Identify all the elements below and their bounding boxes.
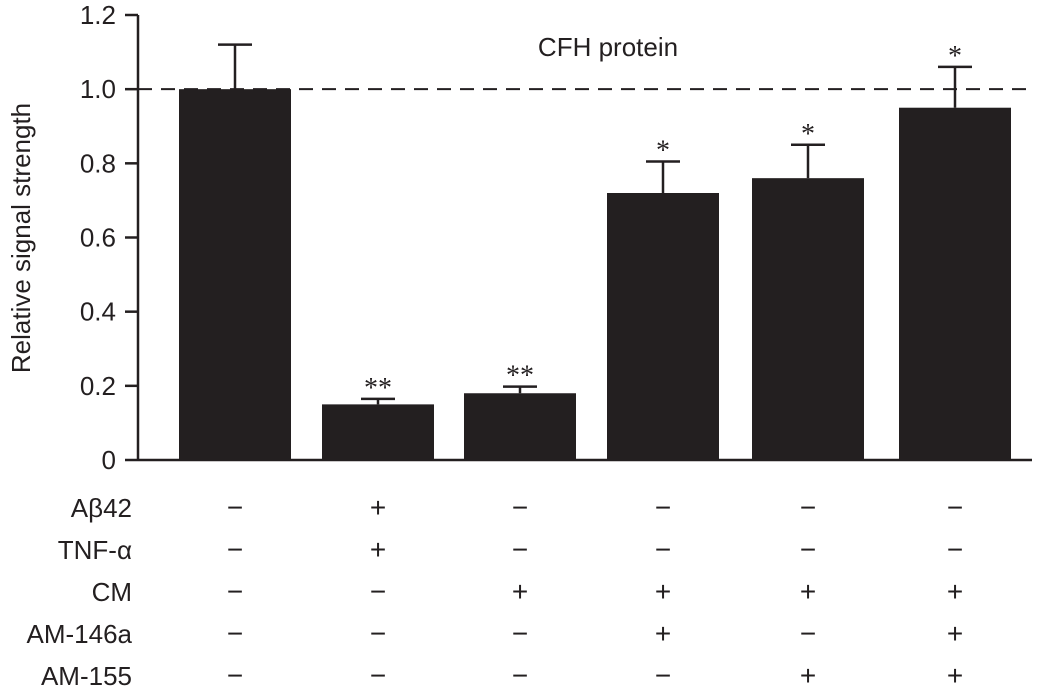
condition-mark: −	[512, 618, 528, 649]
y-tick-label: 0.4	[80, 297, 116, 327]
significance-label-4: *	[656, 135, 670, 166]
bar-3	[464, 393, 576, 460]
condition-mark: −	[947, 492, 963, 523]
bar-2	[322, 404, 434, 460]
condition-mark: −	[512, 492, 528, 523]
condition-name: CM	[92, 577, 132, 607]
condition-mark: −	[655, 534, 671, 565]
y-tick-label: 0	[102, 445, 116, 475]
significance-annotations: ** *****	[364, 41, 962, 404]
condition-mark: +	[800, 576, 816, 607]
condition-mark: −	[655, 660, 671, 691]
condition-mark: −	[512, 534, 528, 565]
y-tick-label: 1.0	[80, 74, 116, 104]
significance-label-3: **	[506, 361, 534, 392]
y-tick-label: 0.2	[80, 371, 116, 401]
bar-1	[179, 89, 291, 461]
condition-mark: +	[512, 576, 528, 607]
condition-mark: −	[227, 576, 243, 607]
bar-6	[899, 107, 1011, 460]
y-axis-title: Relative signal strength	[6, 103, 36, 373]
condition-mark: −	[370, 660, 386, 691]
significance-label-6: *	[948, 41, 962, 72]
y-tick-label: 0.8	[80, 148, 116, 178]
condition-name: Aβ42	[71, 493, 132, 523]
condition-mark: −	[800, 492, 816, 523]
bar-4	[607, 193, 719, 460]
condition-mark: +	[947, 618, 963, 649]
condition-mark: −	[800, 618, 816, 649]
condition-mark: +	[655, 576, 671, 607]
condition-mark: +	[370, 492, 386, 523]
condition-name: AM-146a	[27, 619, 133, 649]
condition-table: Aβ42 − + − − − − TNF-α − + − − − − CM − − + + + + AM-146a − − − +…	[27, 492, 964, 691]
error-bars	[218, 43, 972, 405]
condition-mark: +	[800, 660, 816, 691]
y-tick-label: 1.2	[80, 0, 116, 30]
y-tick-label: 0.6	[80, 223, 116, 253]
condition-mark: −	[227, 618, 243, 649]
bars	[179, 89, 1011, 461]
condition-mark: +	[947, 660, 963, 691]
condition-name: AM-155	[41, 661, 132, 691]
condition-mark: −	[370, 618, 386, 649]
condition-mark: −	[655, 492, 671, 523]
condition-mark: +	[655, 618, 671, 649]
condition-mark: −	[370, 576, 386, 607]
significance-label-5: *	[801, 119, 815, 150]
condition-mark: +	[370, 534, 386, 565]
condition-mark: −	[947, 534, 963, 565]
condition-mark: −	[227, 492, 243, 523]
condition-mark: −	[227, 534, 243, 565]
condition-mark: −	[512, 660, 528, 691]
bar-5	[752, 178, 864, 460]
significance-label-2: **	[364, 373, 392, 404]
condition-mark: +	[947, 576, 963, 607]
condition-name: TNF-α	[58, 535, 132, 565]
condition-mark: −	[227, 660, 243, 691]
condition-mark: −	[800, 534, 816, 565]
chart-title: CFH protein	[538, 32, 678, 62]
